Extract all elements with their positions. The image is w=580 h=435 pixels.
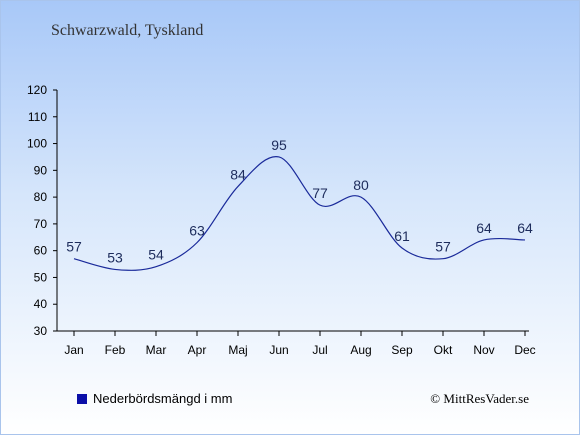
data-label: 77 [312,185,328,201]
series-line [73,156,526,271]
data-label: 53 [107,249,123,265]
legend: Nederbördsmängd i mm [77,391,232,406]
data-label: 57 [435,239,451,255]
data-label: 61 [394,228,410,244]
x-tick-label: Jun [269,343,288,357]
x-tick-label: Feb [105,343,126,357]
x-tick-label: Maj [228,343,247,357]
x-tick-label: Sep [391,343,413,357]
x-tick-label: Dec [514,343,535,357]
data-label: 95 [271,137,287,153]
y-tick-label: 90 [34,163,48,177]
y-tick-label: 70 [34,217,48,231]
x-tick-label: Nov [473,343,494,357]
x-tick-label: Jan [64,343,83,357]
y-tick-label: 100 [27,137,47,151]
data-label: 63 [189,223,205,239]
data-label: 54 [148,247,164,263]
y-tick-label: 30 [34,324,48,338]
data-label: 80 [353,177,369,193]
y-tick-label: 50 [34,270,48,284]
x-tick-label: Okt [434,343,453,357]
y-tick-label: 40 [34,297,48,311]
x-tick-label: Apr [188,343,207,357]
axes: 30 40 50 60 70 80 90 100 110 120 Jan Feb Mar Apr Maj Ju… [27,83,536,357]
y-tick-label: 110 [28,110,47,124]
data-label: 84 [230,166,246,182]
y-tick-label: 60 [34,244,48,258]
x-tick-label: Aug [350,343,371,357]
chart-marks: 57 53 54 63 84 95 77 80 61 57 64 64 [66,137,533,271]
y-tick-label: 80 [34,190,48,204]
legend-label: Nederbördsmängd i mm [93,391,233,406]
x-tick-label: Mar [146,343,167,357]
site-credit: © MittResVader.se [430,391,529,406]
location-title: Schwarzwald, Tyskland [51,22,204,39]
x-tick-label: Jul [312,343,327,357]
legend-swatch [77,393,87,404]
y-tick-label: 120 [27,83,47,97]
data-label: 64 [476,220,492,236]
data-label: 64 [517,220,533,236]
data-label: 57 [66,239,82,255]
